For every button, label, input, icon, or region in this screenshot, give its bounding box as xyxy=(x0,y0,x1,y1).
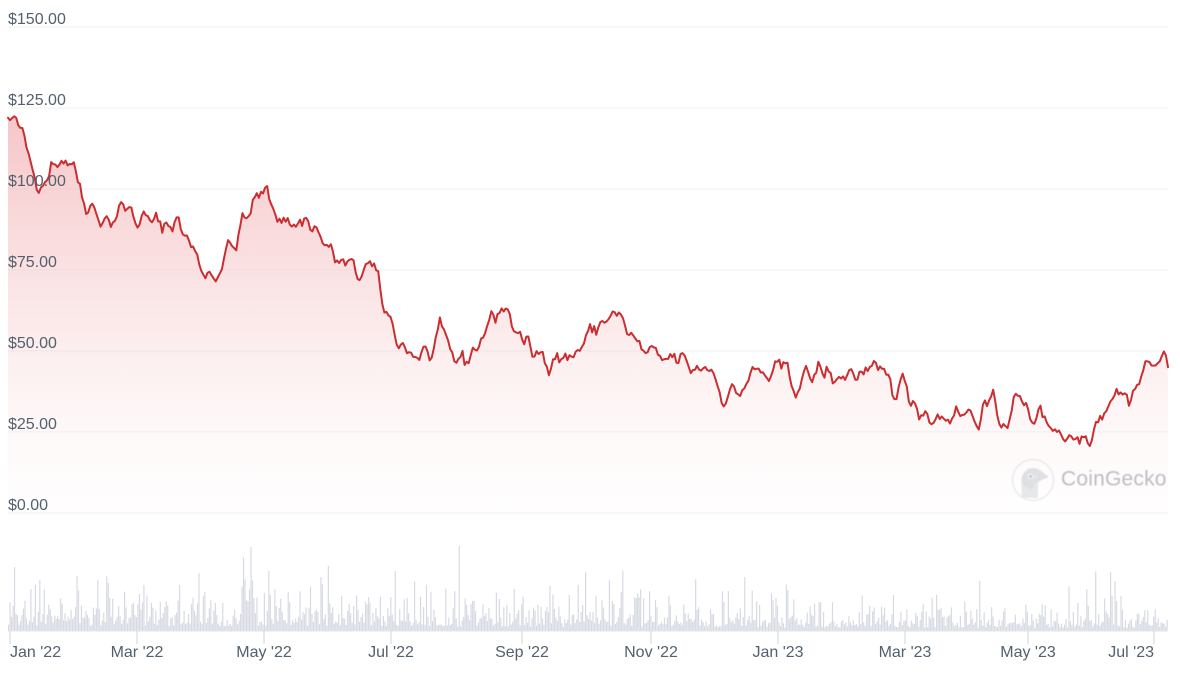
svg-text:$0.00: $0.00 xyxy=(8,497,48,514)
svg-text:Jan '22: Jan '22 xyxy=(10,644,61,661)
svg-text:Mar '22: Mar '22 xyxy=(111,644,164,661)
svg-text:Mar '23: Mar '23 xyxy=(879,644,932,661)
svg-text:Jan '23: Jan '23 xyxy=(752,644,803,661)
svg-text:$75.00: $75.00 xyxy=(8,254,57,271)
svg-text:May '23: May '23 xyxy=(1000,644,1056,661)
svg-text:Jul '22: Jul '22 xyxy=(368,644,414,661)
svg-text:$150.00: $150.00 xyxy=(8,11,66,28)
svg-text:$50.00: $50.00 xyxy=(8,335,57,352)
svg-text:Sep '22: Sep '22 xyxy=(495,644,549,661)
svg-text:Nov '22: Nov '22 xyxy=(624,644,678,661)
svg-text:CoinGecko: CoinGecko xyxy=(1061,468,1167,491)
svg-text:$100.00: $100.00 xyxy=(8,173,66,190)
svg-text:$125.00: $125.00 xyxy=(8,92,66,109)
svg-text:May '22: May '22 xyxy=(236,644,292,661)
svg-text:Jul '23: Jul '23 xyxy=(1108,644,1154,661)
svg-text:$25.00: $25.00 xyxy=(8,416,57,433)
